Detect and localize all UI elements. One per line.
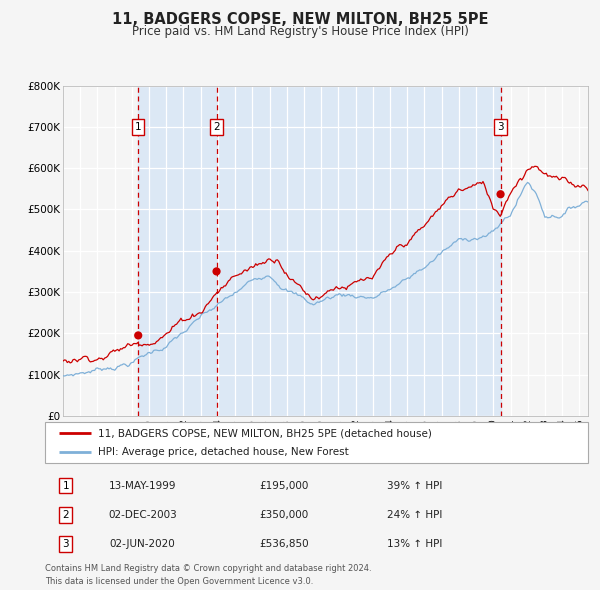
FancyBboxPatch shape	[45, 422, 588, 463]
Bar	[138, 86, 217, 416]
Text: HPI: Average price, detached house, New Forest: HPI: Average price, detached house, New …	[98, 447, 349, 457]
Point	[133, 330, 143, 340]
Text: £195,000: £195,000	[259, 480, 308, 490]
Text: 11, BADGERS COPSE, NEW MILTON, BH25 5PE (detached house): 11, BADGERS COPSE, NEW MILTON, BH25 5PE …	[98, 428, 431, 438]
Text: 2: 2	[62, 510, 69, 520]
Text: Contains HM Land Registry data © Crown copyright and database right 2024.: Contains HM Land Registry data © Crown c…	[45, 564, 371, 573]
Text: 02-DEC-2003: 02-DEC-2003	[109, 510, 177, 520]
Text: 39% ↑ HPI: 39% ↑ HPI	[386, 480, 442, 490]
Text: 1: 1	[62, 480, 69, 490]
Text: 13% ↑ HPI: 13% ↑ HPI	[386, 539, 442, 549]
Point	[212, 267, 221, 276]
Text: 2: 2	[213, 122, 220, 132]
Text: 11, BADGERS COPSE, NEW MILTON, BH25 5PE: 11, BADGERS COPSE, NEW MILTON, BH25 5PE	[112, 12, 488, 27]
Point	[496, 189, 505, 199]
Bar	[217, 86, 500, 416]
Text: 13-MAY-1999: 13-MAY-1999	[109, 480, 176, 490]
Text: Price paid vs. HM Land Registry's House Price Index (HPI): Price paid vs. HM Land Registry's House …	[131, 25, 469, 38]
Text: 1: 1	[135, 122, 142, 132]
Text: 02-JUN-2020: 02-JUN-2020	[110, 539, 176, 549]
Text: 3: 3	[497, 122, 504, 132]
Text: 3: 3	[62, 539, 69, 549]
Text: £350,000: £350,000	[259, 510, 308, 520]
Text: £536,850: £536,850	[259, 539, 309, 549]
Text: 24% ↑ HPI: 24% ↑ HPI	[386, 510, 442, 520]
Text: This data is licensed under the Open Government Licence v3.0.: This data is licensed under the Open Gov…	[45, 577, 313, 586]
